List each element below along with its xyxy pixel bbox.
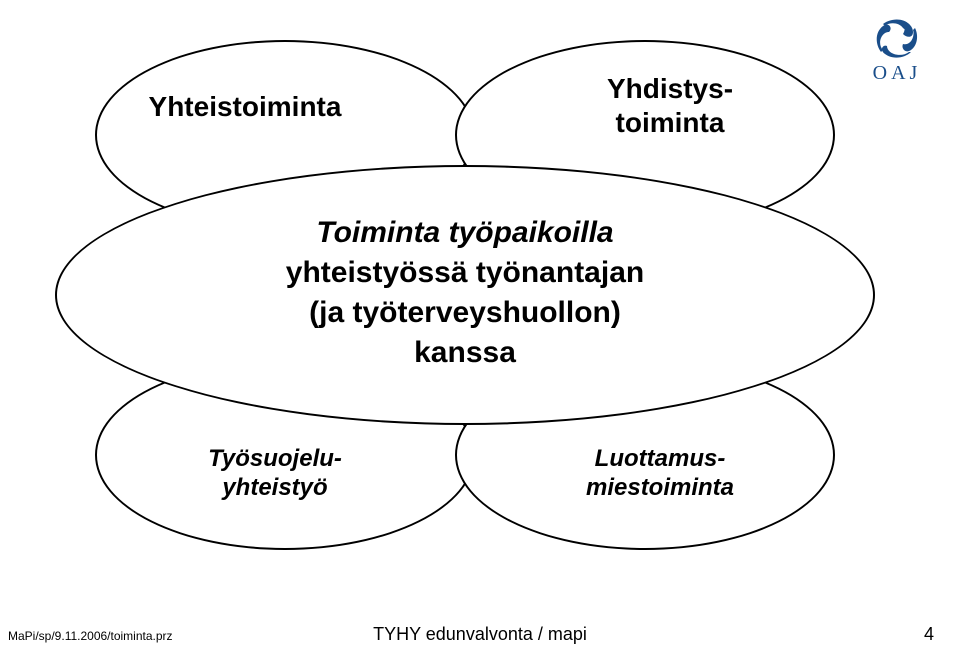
label-bottom-left: Työsuojelu- yhteistyö <box>155 445 395 503</box>
oaj-logo: OAJ <box>862 18 932 85</box>
label-top-left: Yhteistoiminta <box>115 90 375 124</box>
slide-stage: OAJ Yhteistoiminta Yhdistys- toiminta To… <box>0 0 960 659</box>
oaj-logo-text: OAJ <box>862 62 932 85</box>
footer-page-number: 4 <box>924 624 934 645</box>
label-center-3: (ja työterveyshuollon) <box>55 295 875 331</box>
oaj-logo-icon <box>873 18 921 60</box>
label-top-right: Yhdistys- toiminta <box>560 72 780 139</box>
label-center-1: Toiminta työpaikoilla <box>55 215 875 251</box>
label-bottom-right: Luottamus- miestoiminta <box>540 445 780 503</box>
label-center-2: yhteistyössä työnantajan <box>55 255 875 291</box>
footer-center: TYHY edunvalvonta / mapi <box>0 624 960 645</box>
label-center-4: kanssa <box>55 335 875 371</box>
